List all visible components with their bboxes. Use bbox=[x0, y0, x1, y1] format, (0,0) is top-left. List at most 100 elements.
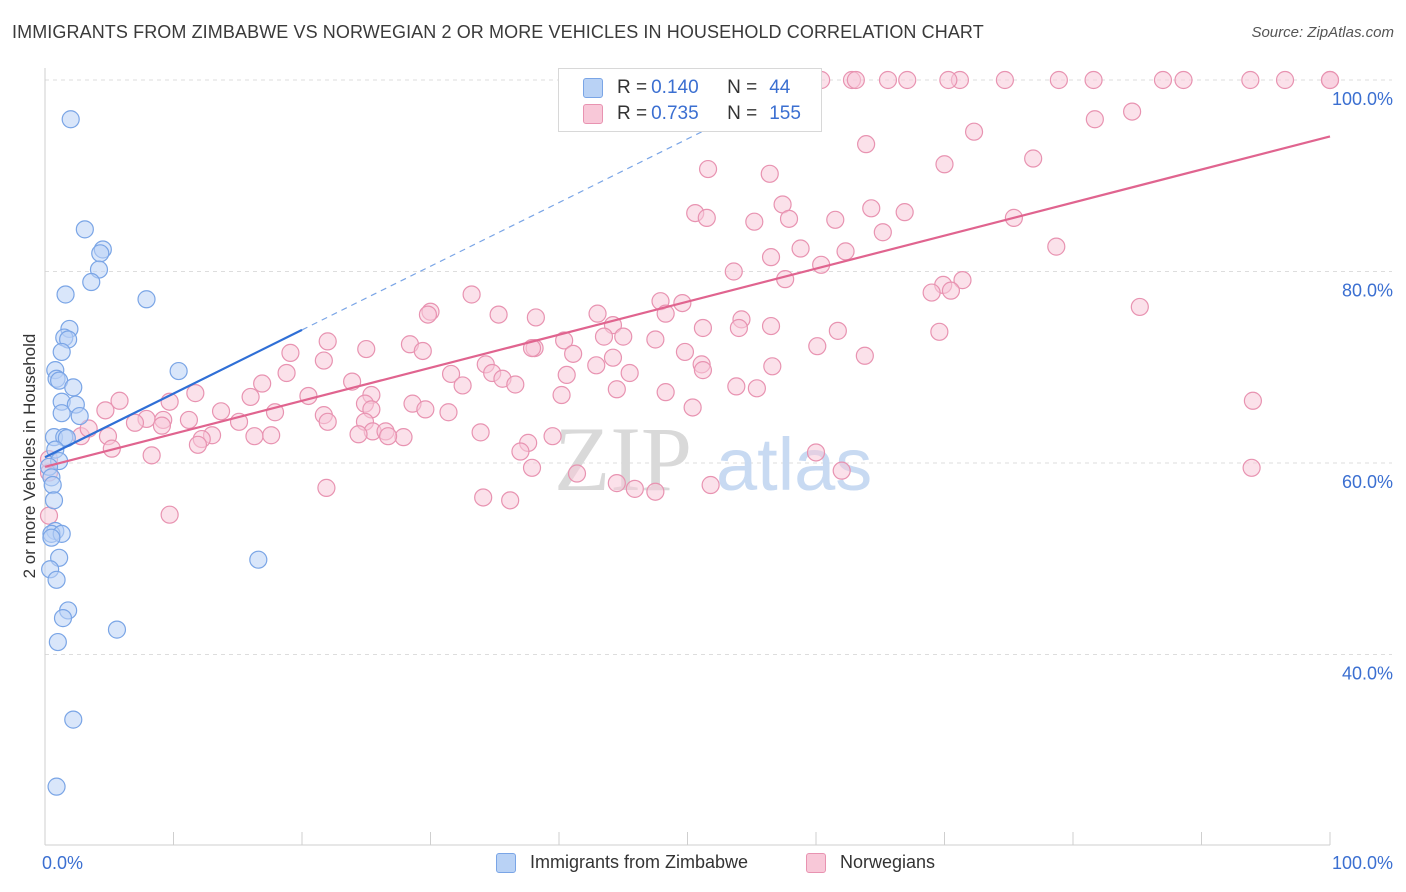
norwegians-point bbox=[110, 391, 129, 410]
norwegians-point bbox=[701, 475, 720, 495]
n-value: 155 bbox=[769, 103, 801, 124]
norwegians-point bbox=[179, 410, 199, 430]
norwegians-point bbox=[1130, 297, 1149, 317]
norwegians-point bbox=[378, 427, 398, 446]
norwegians-point bbox=[625, 479, 644, 498]
zimbabwe-point bbox=[53, 609, 73, 628]
norwegians-point bbox=[413, 341, 432, 361]
norwegians-point bbox=[646, 482, 665, 501]
pink-swatch bbox=[806, 852, 826, 873]
norwegians-point bbox=[349, 425, 368, 444]
norwegians-point bbox=[394, 428, 413, 447]
norwegians-point bbox=[857, 135, 876, 154]
norwegians-point bbox=[941, 281, 961, 300]
norwegians-point bbox=[964, 122, 984, 141]
norwegians-point bbox=[1024, 149, 1043, 168]
norwegians-point bbox=[416, 400, 435, 419]
norwegians-point bbox=[318, 332, 337, 351]
zimbabwe-point bbox=[52, 342, 71, 362]
norwegians-point bbox=[832, 461, 851, 480]
norwegians-point bbox=[253, 374, 272, 393]
norwegians-point bbox=[1243, 391, 1263, 410]
norwegians-point bbox=[995, 70, 1014, 90]
r-value: 0.735 bbox=[651, 103, 699, 124]
norwegians-point bbox=[1174, 70, 1193, 90]
norwegians-point bbox=[761, 248, 781, 267]
norwegians-point bbox=[564, 344, 583, 363]
norwegians-point bbox=[922, 283, 941, 302]
norwegians-point bbox=[552, 385, 571, 405]
zimbabwe-point bbox=[47, 570, 66, 589]
norwegians-point bbox=[808, 337, 827, 356]
zimbabwe-point bbox=[249, 550, 268, 569]
zimbabwe-point bbox=[91, 244, 110, 263]
legend-row-norwegians: R = 0.735 N = 155 bbox=[583, 101, 801, 127]
zimbabwe-trend-line bbox=[44, 328, 303, 459]
norwegians-point bbox=[656, 383, 675, 402]
norwegians-point bbox=[603, 348, 623, 367]
norwegians-point bbox=[646, 330, 665, 349]
norwegians-point bbox=[453, 376, 472, 395]
norwegians-point bbox=[474, 488, 493, 507]
norwegians-point bbox=[697, 208, 716, 227]
norwegians-point bbox=[506, 375, 525, 394]
norwegians-point bbox=[836, 242, 855, 261]
norwegians-point bbox=[873, 223, 892, 242]
norwegians-point bbox=[526, 308, 545, 327]
zimbabwe-trend-extension bbox=[301, 119, 727, 331]
norwegians-point bbox=[501, 491, 520, 510]
norwegians-point bbox=[779, 209, 799, 228]
norwegians-point bbox=[939, 70, 958, 90]
zimbabwe-point bbox=[44, 491, 64, 510]
zimbabwe-point bbox=[75, 220, 94, 239]
x-tick-label-left: 0.0% bbox=[42, 853, 83, 873]
y-tick-label: 60.0% bbox=[1342, 472, 1393, 492]
r-label: R = bbox=[617, 103, 648, 124]
y-axis-label: 2 or more Vehicles in Household bbox=[20, 334, 39, 579]
norwegians-point bbox=[806, 443, 826, 462]
norwegians-point bbox=[675, 342, 695, 362]
norwegians-points bbox=[39, 70, 1340, 525]
trend-lines bbox=[44, 119, 1331, 468]
norwegians-point bbox=[878, 70, 898, 90]
norwegians-point bbox=[39, 506, 59, 525]
legend-row-zimbabwe: R = 0.140 N = 44 bbox=[583, 75, 790, 101]
norwegians-point bbox=[245, 427, 264, 446]
legend-label-zimbabwe: Immigrants from Zimbabwe bbox=[530, 852, 749, 872]
norwegians-point bbox=[262, 426, 281, 445]
norwegians-point bbox=[745, 212, 764, 231]
norwegians-point bbox=[935, 155, 954, 174]
norwegians-point bbox=[855, 346, 874, 365]
norwegians-point bbox=[471, 423, 490, 442]
zimbabwe-point bbox=[56, 285, 75, 304]
norwegians-point bbox=[930, 322, 949, 341]
norwegians-point bbox=[511, 442, 530, 461]
norwegians-point bbox=[594, 327, 614, 346]
norwegians-point bbox=[862, 199, 881, 218]
norwegians-point bbox=[125, 413, 145, 432]
norwegians-point bbox=[620, 363, 639, 383]
zimbabwe-point bbox=[42, 528, 61, 547]
norwegians-point bbox=[747, 379, 766, 398]
norwegians-point bbox=[418, 305, 438, 324]
correlation-legend: R = 0.140 N = 44 R = 0.735 N = 155 bbox=[558, 68, 822, 132]
norwegians-point bbox=[587, 356, 606, 375]
norwegians-point bbox=[1084, 70, 1103, 90]
norwegians-point bbox=[588, 304, 607, 323]
pink-swatch bbox=[583, 104, 603, 124]
blue-swatch bbox=[496, 852, 516, 873]
zimbabwe-point bbox=[64, 710, 83, 729]
norwegians-point bbox=[188, 435, 208, 454]
norwegians-point bbox=[1047, 237, 1066, 256]
zimbabwe-point bbox=[47, 777, 66, 796]
watermark: ZIP atlas bbox=[554, 408, 872, 510]
norwegians-point bbox=[489, 305, 508, 324]
norwegians-point bbox=[724, 262, 743, 281]
norwegians-point bbox=[828, 321, 847, 340]
norwegians-point bbox=[953, 271, 972, 290]
zimbabwe-point bbox=[107, 620, 127, 639]
norwegians-point bbox=[607, 380, 626, 399]
zimbabwe-point bbox=[137, 290, 156, 309]
norwegians-point bbox=[763, 357, 782, 376]
